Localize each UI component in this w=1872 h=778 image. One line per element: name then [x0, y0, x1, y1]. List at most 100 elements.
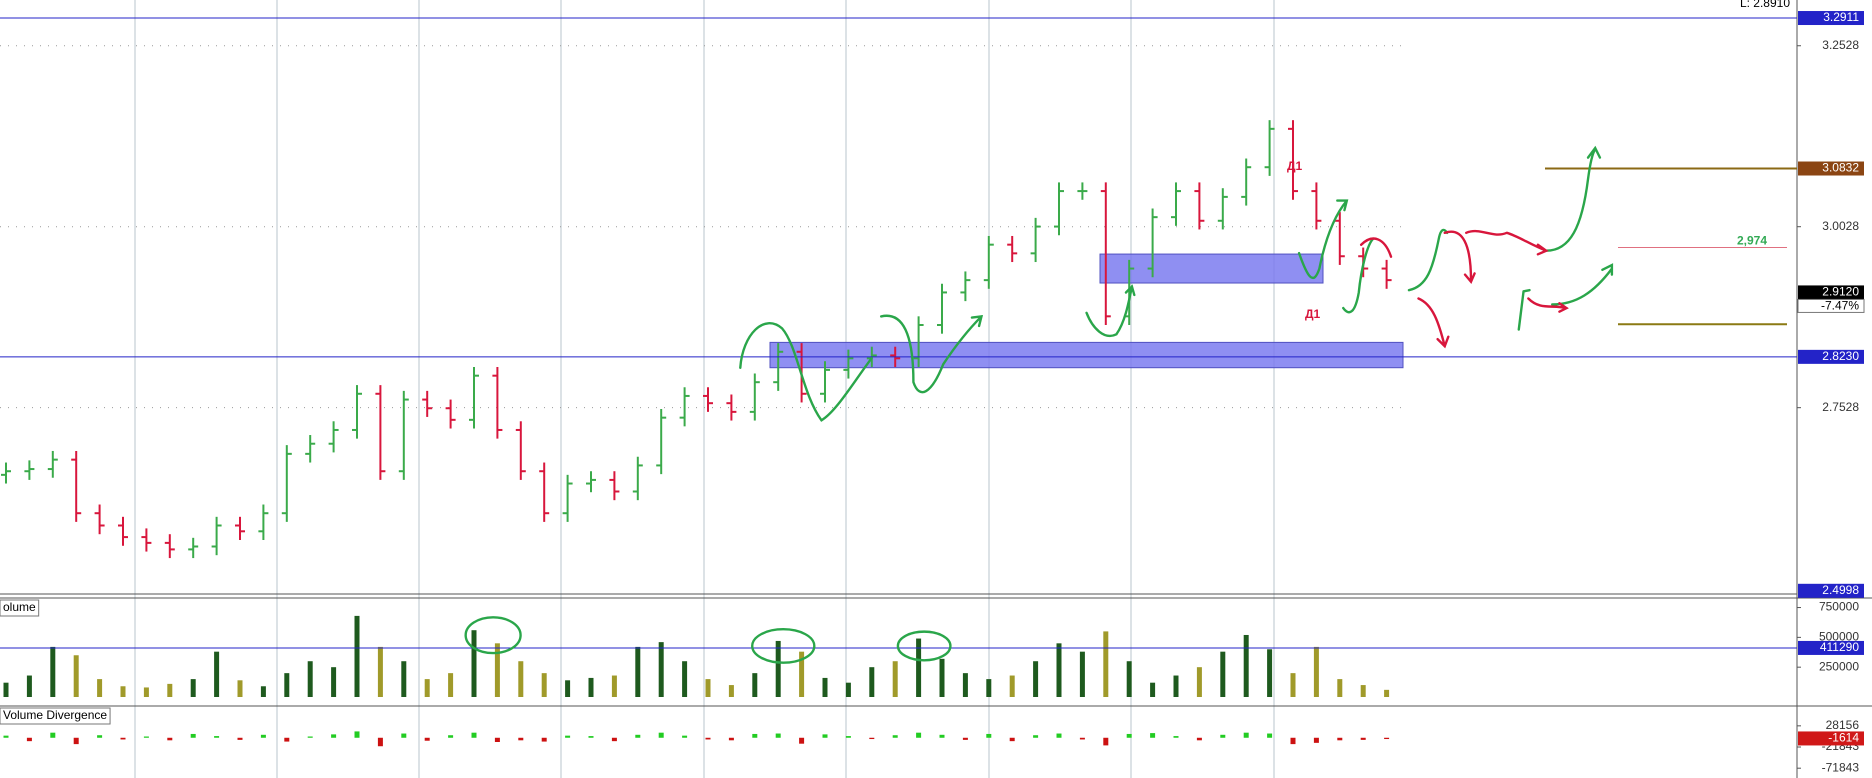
bar — [822, 734, 828, 738]
bar — [1056, 733, 1062, 738]
bar — [588, 677, 594, 697]
bar — [1267, 733, 1273, 738]
bar — [331, 667, 337, 697]
bar — [401, 733, 407, 738]
bar — [494, 643, 500, 697]
bar — [73, 737, 79, 745]
annotation-label: Д1 — [1287, 159, 1303, 173]
bar — [494, 737, 500, 742]
bar — [1009, 675, 1015, 697]
bar — [471, 630, 477, 697]
bar — [97, 735, 103, 738]
top-label: L: 2.8910 — [1740, 0, 1790, 10]
bar — [1290, 737, 1296, 745]
bar — [73, 655, 79, 697]
axis-marker-label: 2.4998 — [1822, 583, 1859, 597]
bar — [658, 732, 664, 738]
bar — [892, 735, 898, 738]
bar — [611, 675, 617, 697]
bar — [682, 735, 688, 738]
axis-marker-label: 411290 — [1820, 640, 1859, 654]
bar — [845, 736, 851, 738]
bar — [307, 661, 313, 697]
bar — [518, 661, 524, 697]
bar — [143, 687, 149, 697]
bar — [939, 658, 945, 697]
bar — [190, 679, 196, 697]
zone — [1099, 253, 1324, 284]
panel-label-box — [0, 707, 111, 725]
bar — [331, 734, 337, 738]
bar — [1243, 634, 1249, 697]
y-tick-label: 28156 — [1826, 718, 1860, 732]
bar — [752, 673, 758, 697]
plot: 3.2528 3.0028 2.7528 2,974 3.2911 3.0832 2.912… — [0, 10, 1865, 774]
bar — [1337, 679, 1343, 697]
bar — [97, 679, 103, 697]
bar — [541, 737, 547, 742]
bar — [1360, 685, 1366, 697]
bar — [3, 735, 9, 738]
bar — [1150, 733, 1156, 738]
bar — [682, 661, 688, 697]
bar — [1033, 661, 1039, 697]
bar — [635, 646, 641, 697]
axis-marker-label: 2.9120 — [1822, 285, 1859, 299]
axis-marker — [1798, 583, 1864, 598]
bar — [1173, 736, 1179, 738]
bar — [1079, 651, 1085, 697]
axis-marker-label: 2.8230 — [1822, 349, 1859, 363]
bar — [1126, 733, 1132, 738]
bar — [260, 734, 266, 738]
bar — [237, 680, 243, 697]
hand-drawn-annotations — [464, 145, 1614, 664]
bar — [377, 646, 383, 697]
bar — [354, 731, 360, 738]
bar — [1313, 646, 1319, 697]
bar — [284, 737, 290, 742]
bar — [237, 737, 243, 740]
panel-label-box — [0, 599, 40, 617]
bar — [635, 734, 641, 738]
panel-label: Volume Divergence — [3, 708, 107, 722]
bar — [916, 638, 922, 697]
bar — [471, 732, 477, 738]
bar — [869, 667, 875, 697]
bar — [1079, 737, 1085, 740]
bar — [986, 679, 992, 697]
bar — [752, 733, 758, 738]
bar — [962, 737, 968, 740]
bar — [916, 732, 922, 738]
bar — [1290, 673, 1296, 697]
bar — [1173, 675, 1179, 697]
bar — [518, 737, 524, 741]
bar — [775, 733, 781, 738]
bar — [120, 737, 126, 740]
axis-marker — [1798, 285, 1864, 300]
bar — [167, 683, 173, 697]
bar — [1220, 651, 1226, 697]
bar — [448, 735, 454, 738]
bar — [1033, 735, 1039, 738]
bar — [822, 677, 828, 697]
bar — [377, 737, 383, 747]
bar — [845, 682, 851, 697]
bar — [892, 661, 898, 697]
y-tick-label: 250000 — [1819, 659, 1859, 673]
axis-marker-label: -1614 — [1828, 731, 1859, 745]
bar — [1126, 661, 1132, 697]
y-tick-label: 3.0028 — [1822, 219, 1859, 233]
bar — [1103, 631, 1109, 697]
bar — [541, 673, 547, 697]
bar — [26, 737, 32, 742]
axis-marker — [1798, 640, 1864, 655]
bar — [939, 734, 945, 738]
bar — [1150, 682, 1156, 697]
bar — [705, 737, 711, 740]
axis-marker — [1798, 161, 1864, 176]
bar — [284, 673, 290, 697]
bar — [728, 737, 734, 741]
bar — [50, 646, 56, 697]
bar — [1313, 737, 1319, 743]
